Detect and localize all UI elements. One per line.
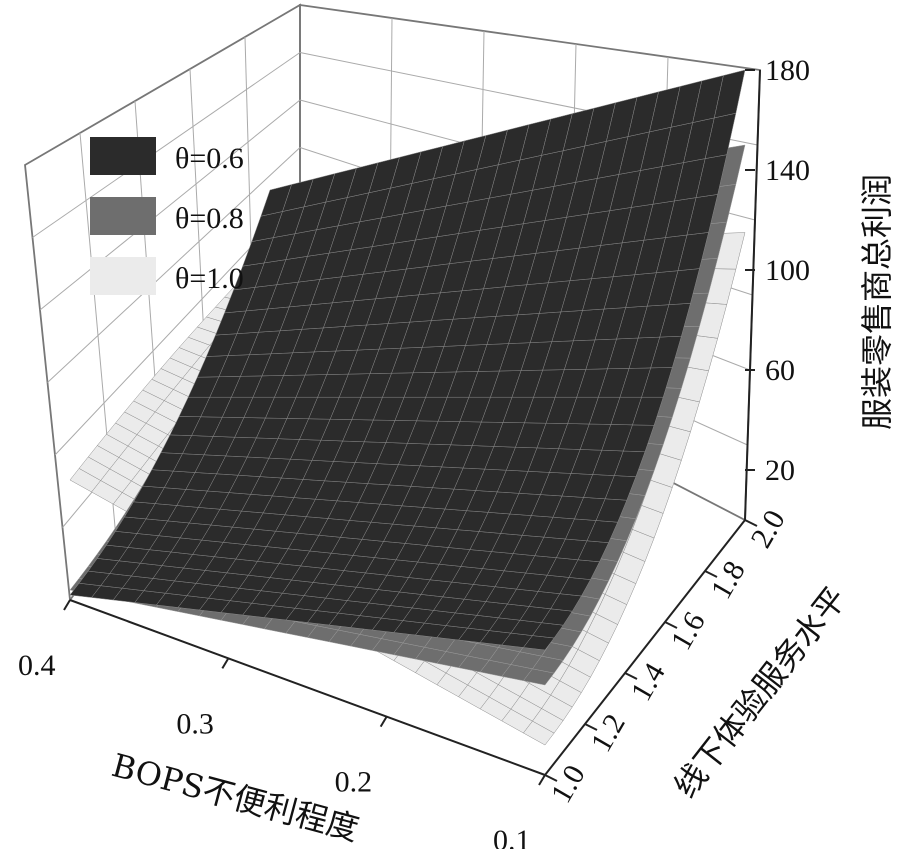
x-tick-label: 0.1 [493,824,531,849]
box-front-edges [69,69,761,776]
y-tick-mark [664,621,678,629]
legend-swatch-1 [90,197,156,235]
surface-0 [69,69,746,651]
x-ticks: 0.4 0.3 0.2 0.1 [18,599,546,849]
x-tick-mark [538,774,546,786]
x-tick-mark [63,599,71,611]
x-tick-label: 0.4 [18,649,56,682]
x-tick-label: 0.3 [176,707,214,740]
y-tick-mark [704,570,718,578]
legend-label-2: θ=1.0 [175,262,244,295]
y-tick-label: 2.0 [744,505,791,554]
x-tick-label: 0.2 [335,766,373,799]
surfaces [69,69,746,746]
gridline [32,52,301,238]
z-tick-label: 140 [765,154,810,187]
x-axis-title: BOPS不便利程度 [108,746,363,848]
z-tick-label: 20 [765,454,795,487]
gridline [47,147,301,383]
x-tick-mark [221,657,230,669]
x-tick-mark [379,716,388,728]
legend-label-1: θ=0.8 [175,202,244,235]
y-axis-line [544,519,746,776]
legend: θ=0.6 θ=0.8 θ=1.0 [90,137,244,295]
z-ticks: 180 140 100 60 20 [745,54,810,487]
y-tick-mark [544,774,558,782]
y-tick-mark [584,723,598,731]
legend-label-0: θ=0.6 [175,142,244,175]
z-tick-label: 60 [765,354,795,387]
z-tick-label: 100 [765,254,810,287]
y-tick-mark [744,519,758,527]
y-tick-mark [624,672,638,680]
z-axis-line [744,69,761,521]
z-tick-label: 180 [765,54,810,87]
x-axis-line [69,599,546,776]
gridline [39,99,301,311]
legend-swatch-0 [90,137,156,175]
z-axis-title: 服装零售商总利润 [858,174,896,430]
legend-swatch-2 [90,257,156,295]
